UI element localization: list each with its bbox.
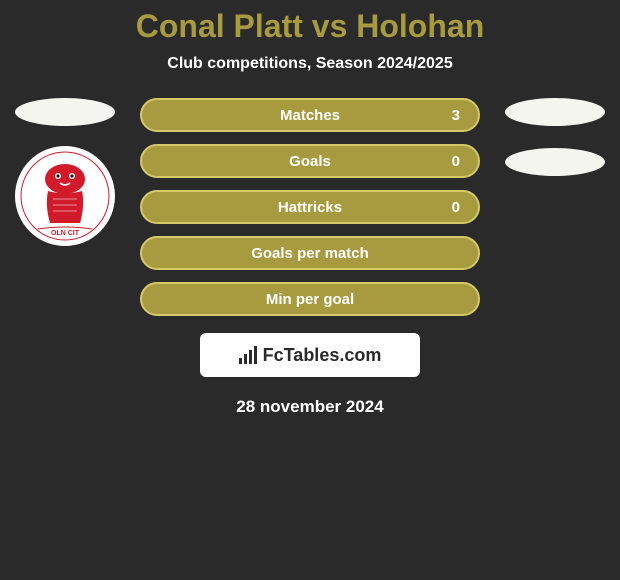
stat-row-matches: Matches 3 xyxy=(140,98,480,132)
player-right-column xyxy=(500,98,610,196)
stat-row-goals-per-match: Goals per match xyxy=(140,236,480,270)
date-label: 28 november 2024 xyxy=(0,397,620,417)
stat-value: 3 xyxy=(452,107,460,124)
stat-label: Hattricks xyxy=(278,199,342,216)
stat-label: Min per goal xyxy=(266,291,354,308)
fctables-logo[interactable]: FcTables.com xyxy=(200,333,420,377)
stat-row-min-per-goal: Min per goal xyxy=(140,282,480,316)
player-left-avatar xyxy=(15,98,115,126)
stats-column: Matches 3 Goals 0 Hattricks 0 Goals per … xyxy=(140,98,480,328)
player-right-avatar xyxy=(505,98,605,126)
subtitle: Club competitions, Season 2024/2025 xyxy=(0,55,620,98)
fctables-logo-text: FcTables.com xyxy=(263,345,382,366)
stat-label: Goals xyxy=(289,153,331,170)
lincoln-city-logo-icon: OLN CIT xyxy=(20,151,110,241)
stat-row-hattricks: Hattricks 0 xyxy=(140,190,480,224)
stat-label: Goals per match xyxy=(251,245,369,262)
stat-label: Matches xyxy=(280,107,340,124)
svg-text:OLN CIT: OLN CIT xyxy=(51,230,80,237)
comparison-area: OLN CIT Matches 3 Goals 0 Hattricks 0 Go… xyxy=(0,98,620,328)
stat-value: 0 xyxy=(452,153,460,170)
team-logo-right xyxy=(505,148,605,176)
team-logo-left: OLN CIT xyxy=(15,146,115,246)
bar-chart-icon xyxy=(239,346,257,364)
player-left-column: OLN CIT xyxy=(10,98,120,246)
stat-row-goals: Goals 0 xyxy=(140,144,480,178)
page-title: Conal Platt vs Holohan xyxy=(0,0,620,55)
stat-value: 0 xyxy=(452,199,460,216)
